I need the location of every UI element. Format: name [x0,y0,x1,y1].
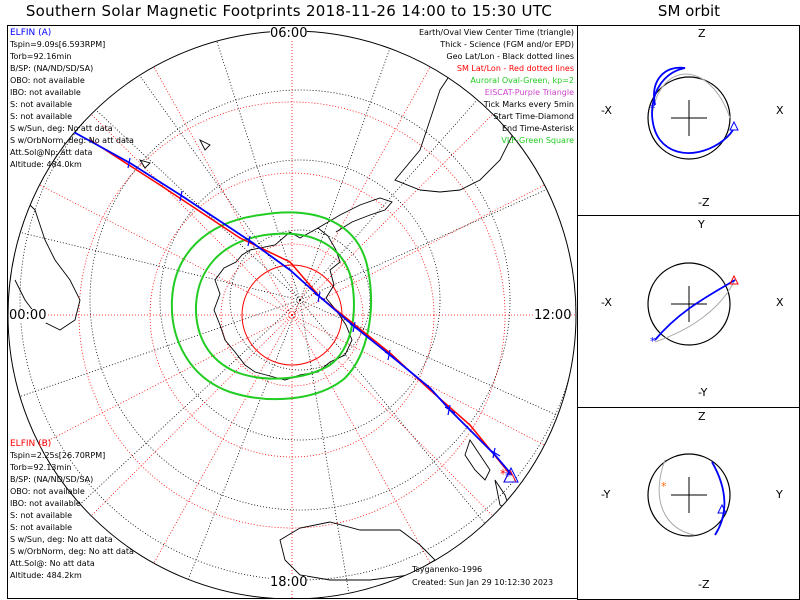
mlt-label-top: 06:00 [270,26,308,41]
legend-item: End Time-Asterisk [501,124,574,133]
page-title: Southern Solar Magnetic Footprints 2018-… [25,2,553,20]
elfin-b-line: Altitude: 484.2km [10,571,82,580]
axis-left: -Y [601,488,611,501]
elfin-b-line: Att.Sol@: No att data [10,559,95,568]
elfin-a-line: Att.Sol@Np: att data [10,148,93,157]
elfin-b-line: OBO: not available [10,487,85,496]
elfin-b-line: IBO: not available [10,499,81,508]
auroral-oval [170,211,372,401]
axis-top: Y [698,218,705,231]
svg-text:*: * [505,469,511,483]
elfin-a-line: S w/Sun, deg: No att data [10,124,113,133]
legend-item: VLF-Green Square [501,136,574,145]
elfin-a-heading: ELFIN (A) [10,28,52,38]
elfin-b-track [89,139,511,476]
elfin-a-line: S: not available [10,100,73,109]
end-markers: * * [500,466,519,483]
elfin-a-line: S w/OrbNorm, deg: No att data [10,136,134,145]
elfin-b-heading: ELFIN (B) [10,439,52,449]
legend-item: EISCAT-Purple Triangle [484,88,574,97]
elfin-b-line: S w/Sun, deg: No att data [10,535,113,544]
svg-text:*: * [650,335,656,348]
axis-right: Y [776,488,783,501]
axis-bottom: -Z [698,196,710,209]
track-ticks [124,157,501,459]
axis-bottom: -Z [698,578,710,591]
axis-right: X [776,104,784,117]
elfin-a-track [69,129,513,476]
svg-text:*: * [500,467,506,481]
legend-item: Earth/Oval View Center Time (triangle) [418,28,574,37]
orbit-plot-3: * [647,453,731,537]
legend-item: Start Time-Diamond [493,112,574,121]
elfin-a-line: B/SP: (NA/ND/SD/SA) [10,64,94,73]
svg-text:*: * [650,102,656,115]
legend-item: Thick - Science (FGM and/or EPD) [440,40,574,49]
orbit-plot-1: * [647,66,739,160]
mlt-label-right: 12:00 [534,308,572,323]
elfin-b-line: S w/OrbNorm, deg: No att data [10,547,134,556]
model-label: Tsyganenko-1996 [412,565,483,574]
elfin-a-line: Tspin=9.09s[6.593RPM] [10,40,106,49]
legend-item: Tick Marks every 5min [483,100,574,109]
elfin-a-line: S: not available [10,112,73,121]
legend-item: SM Lat/Lon - Red dotted lines [456,64,574,73]
mlt-label-left: 00:00 [9,308,47,323]
axis-left: -X [601,104,612,117]
axis-top: Z [698,27,706,40]
axis-left: -X [601,296,612,309]
elfin-a-line: IBO: not available [10,88,81,97]
legend: Earth/Oval View Center Time (triangle) T… [419,27,574,147]
elfin-a-line: Torb=92.16min [10,52,72,61]
axis-right: X [776,296,784,309]
elfin-b-line: S: not available [10,511,73,520]
legend-item: Geo Lat/Lon - Black dotted lines [446,52,574,61]
created-label: Created: Sun Jan 29 10:12:30 2023 [412,578,554,587]
elfin-a-info: ELFIN (A) Tspin=9.09s[6.593RPM] Torb=92.… [10,27,134,171]
mlt-label-bottom: 18:00 [270,575,308,590]
svg-text:*: * [661,480,667,493]
elfin-b-line: B/SP: (NA/ND/SD/SA) [10,475,94,484]
elfin-a-line: Altitude: 484.0km [10,160,82,169]
axis-top: Z [698,410,706,423]
orbit-title: SM orbit [657,2,721,20]
legend-item: Auroral Oval-Green, kp=2 [470,76,574,85]
orbit-plot-2: * [647,262,739,348]
elfin-a-line: OBO: not available [10,76,85,85]
elfin-b-line: S: not available [10,523,73,532]
elfin-b-line: Tspin=2.25s[26.70RPM] [10,451,106,460]
axis-bottom: -Y [698,386,708,399]
elfin-b-line: Torb=92.13min [10,463,72,472]
elfin-b-info: ELFIN (B) Tspin=2.25s[26.70RPM] Torb=92.… [10,438,134,582]
